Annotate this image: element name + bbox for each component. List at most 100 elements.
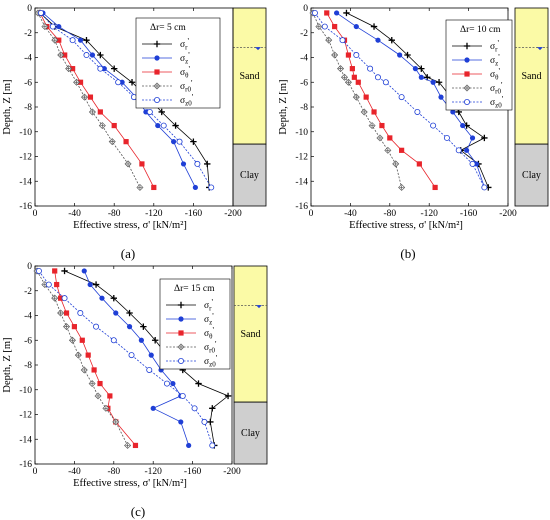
y-tick-label: 0 bbox=[27, 4, 32, 14]
data-point bbox=[191, 405, 198, 412]
data-point bbox=[115, 79, 122, 86]
data-point bbox=[57, 309, 65, 317]
data-point bbox=[163, 380, 170, 387]
data-point bbox=[343, 9, 350, 17]
data-point bbox=[399, 147, 405, 153]
y-tick-label: -12 bbox=[19, 153, 32, 163]
x-tick-label: -40 bbox=[68, 209, 81, 219]
y-tick-label: -6 bbox=[24, 78, 32, 88]
legend-marker bbox=[154, 55, 160, 61]
data-point bbox=[349, 66, 355, 72]
data-point bbox=[146, 366, 153, 373]
data-point bbox=[160, 122, 167, 129]
data-point bbox=[371, 109, 377, 115]
data-point bbox=[345, 52, 352, 58]
series-2 bbox=[324, 10, 438, 191]
soil-label-sand: Sand bbox=[240, 71, 260, 82]
series-4 bbox=[35, 267, 216, 449]
data-point bbox=[321, 23, 328, 30]
legend-marker bbox=[464, 57, 470, 63]
legend-marker bbox=[463, 99, 470, 106]
data-point bbox=[87, 281, 93, 288]
data-point bbox=[91, 367, 97, 373]
data-point bbox=[455, 147, 462, 154]
data-point bbox=[62, 52, 68, 58]
data-point bbox=[83, 36, 90, 44]
data-point bbox=[69, 37, 76, 44]
legend-marker bbox=[463, 84, 471, 92]
y-tick-label: -16 bbox=[19, 460, 32, 470]
soil-layer-clay bbox=[514, 143, 549, 207]
data-point bbox=[92, 281, 100, 288]
series-line bbox=[346, 12, 489, 188]
data-point bbox=[186, 442, 192, 449]
x-tick-label: -80 bbox=[383, 209, 396, 219]
x-tick-label: -160 bbox=[184, 467, 202, 477]
y-tick-label: -4 bbox=[24, 312, 32, 322]
data-point bbox=[89, 52, 96, 58]
data-point bbox=[61, 295, 68, 302]
legend-marker bbox=[178, 316, 184, 322]
data-point bbox=[172, 122, 179, 129]
y-tick-label: -14 bbox=[19, 435, 32, 445]
data-point bbox=[379, 122, 385, 129]
data-point bbox=[481, 184, 488, 191]
legend-label: σz0' bbox=[204, 354, 218, 369]
legend-marker bbox=[177, 301, 185, 309]
data-point bbox=[388, 36, 395, 44]
legend-marker bbox=[463, 42, 471, 50]
data-point bbox=[209, 442, 216, 449]
data-point bbox=[128, 79, 136, 86]
data-point bbox=[387, 135, 393, 141]
y-tick-label: -14 bbox=[295, 177, 308, 187]
data-point bbox=[77, 37, 84, 43]
legend: Δr= 5 cm σr'σz'σθ'σr0'σz0' bbox=[135, 17, 221, 109]
data-point bbox=[430, 79, 436, 85]
data-point bbox=[155, 122, 161, 129]
data-point bbox=[139, 161, 145, 167]
data-point bbox=[81, 93, 88, 101]
x-tick-label: -40 bbox=[344, 209, 357, 219]
data-point bbox=[201, 418, 208, 425]
data-point bbox=[438, 94, 444, 100]
data-point bbox=[113, 310, 119, 316]
data-point bbox=[41, 23, 49, 31]
y-tick-label: -8 bbox=[300, 103, 308, 113]
data-point bbox=[398, 183, 406, 191]
data-point bbox=[49, 23, 56, 30]
data-point bbox=[52, 268, 58, 274]
data-point bbox=[352, 93, 360, 101]
water-table-icon bbox=[256, 305, 262, 309]
series-3 bbox=[34, 9, 144, 191]
series-1 bbox=[40, 10, 198, 191]
panel-label: (b) bbox=[400, 246, 415, 261]
data-point bbox=[481, 134, 488, 142]
data-point bbox=[430, 122, 437, 129]
data-point bbox=[344, 78, 352, 86]
data-point bbox=[351, 74, 357, 80]
y-tick-label: -10 bbox=[19, 386, 32, 396]
series-3 bbox=[33, 267, 132, 449]
data-point bbox=[404, 51, 411, 59]
data-point bbox=[370, 23, 378, 30]
data-point bbox=[77, 310, 84, 317]
data-point bbox=[140, 323, 147, 330]
soil-label-sand: Sand bbox=[241, 329, 261, 340]
data-point bbox=[65, 65, 73, 73]
data-point bbox=[107, 393, 113, 399]
legend-marker bbox=[177, 357, 184, 364]
y-tick-label: -16 bbox=[295, 202, 308, 212]
y-tick-label: -8 bbox=[24, 103, 32, 113]
legend-title: Δr= 10 cm bbox=[460, 25, 501, 35]
data-point bbox=[340, 73, 348, 81]
soil-layer-sand bbox=[233, 265, 268, 403]
data-point bbox=[54, 281, 60, 288]
y-tick-label: -2 bbox=[24, 287, 32, 297]
x-tick-label: 0 bbox=[33, 467, 38, 477]
series-4 bbox=[311, 9, 488, 191]
legend-label: σz0' bbox=[180, 93, 194, 108]
x-tick-label: -120 bbox=[144, 467, 162, 477]
soil-label-clay: Clay bbox=[240, 170, 259, 181]
data-point bbox=[110, 337, 117, 344]
